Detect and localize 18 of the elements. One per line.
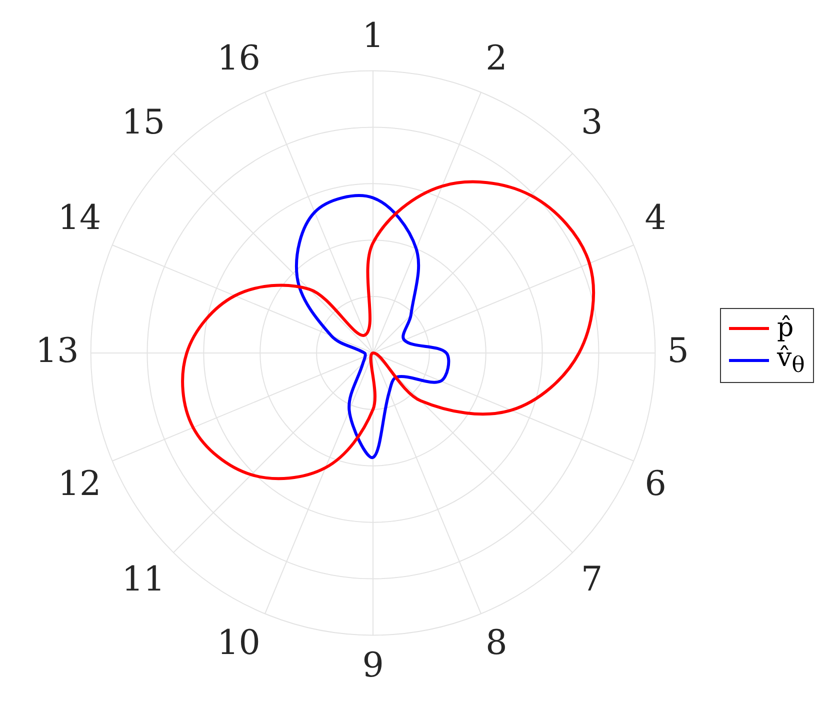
legend-label: p̂ bbox=[777, 313, 794, 343]
spoke-label: 1 bbox=[362, 16, 384, 56]
spoke-label: 15 bbox=[122, 102, 165, 142]
spoke-label: 3 bbox=[581, 102, 603, 142]
spoke-label: 2 bbox=[486, 38, 508, 79]
spoke-label: 13 bbox=[36, 330, 79, 371]
spoke-label: 11 bbox=[122, 559, 165, 600]
spoke-label: 4 bbox=[644, 198, 666, 238]
spoke-label: 10 bbox=[217, 623, 260, 664]
spoke-label: 7 bbox=[581, 559, 603, 600]
legend-label: v̂$_{θ}$ bbox=[777, 343, 805, 378]
spoke-label: 5 bbox=[667, 330, 689, 371]
spoke-label: 16 bbox=[217, 38, 260, 79]
spoke-label: 12 bbox=[58, 464, 102, 504]
spoke-label: 8 bbox=[486, 623, 508, 664]
spoke-label: 9 bbox=[362, 645, 384, 686]
spoke-label: 14 bbox=[58, 198, 102, 238]
spoke-label: 6 bbox=[644, 464, 666, 504]
